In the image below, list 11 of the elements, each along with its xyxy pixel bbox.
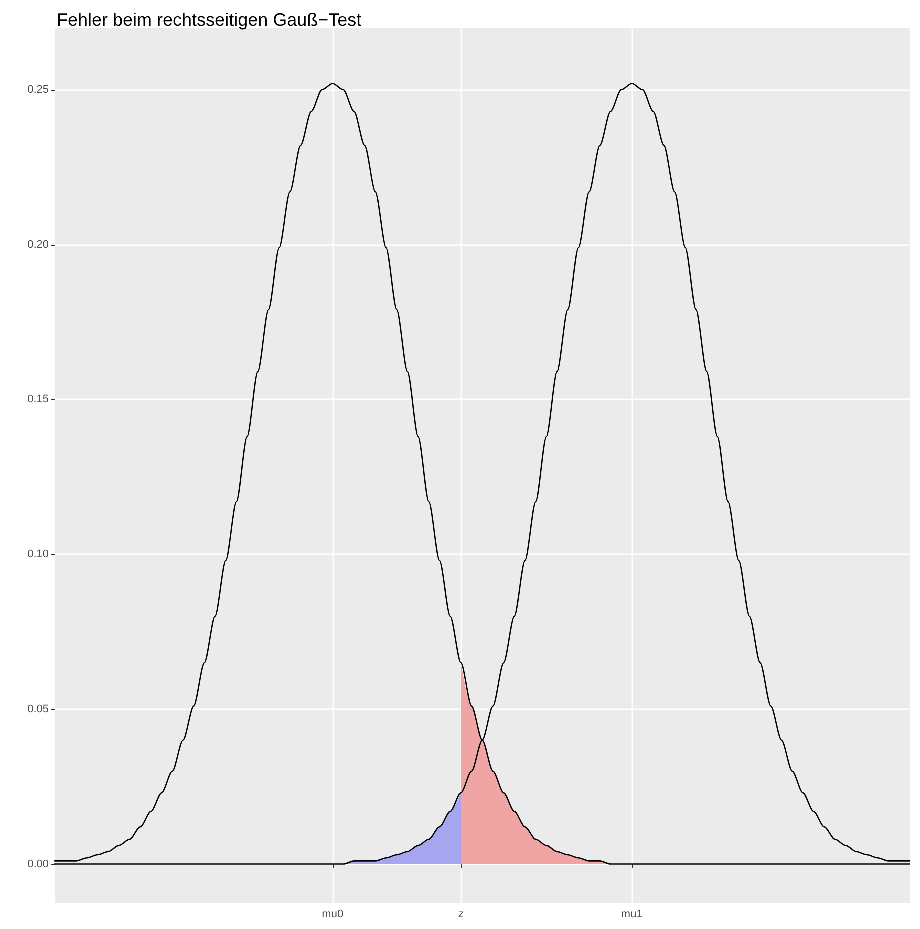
chart-title: Fehler beim rechtsseitigen Gauß−Test bbox=[57, 10, 362, 30]
x-tick-label: z bbox=[458, 908, 464, 920]
x-tick-label: mu1 bbox=[621, 908, 643, 920]
x-tick-label: mu0 bbox=[322, 908, 344, 920]
y-tick-label: 0.10 bbox=[28, 548, 49, 561]
line-series bbox=[54, 83, 911, 865]
y-tick-label: 0.05 bbox=[28, 703, 49, 716]
y-tick-label: 0.15 bbox=[28, 394, 49, 406]
y-tick-label: 0.00 bbox=[28, 858, 49, 870]
y-tick-label: 0.25 bbox=[28, 84, 49, 96]
y-tick-label: 0.20 bbox=[28, 238, 49, 251]
